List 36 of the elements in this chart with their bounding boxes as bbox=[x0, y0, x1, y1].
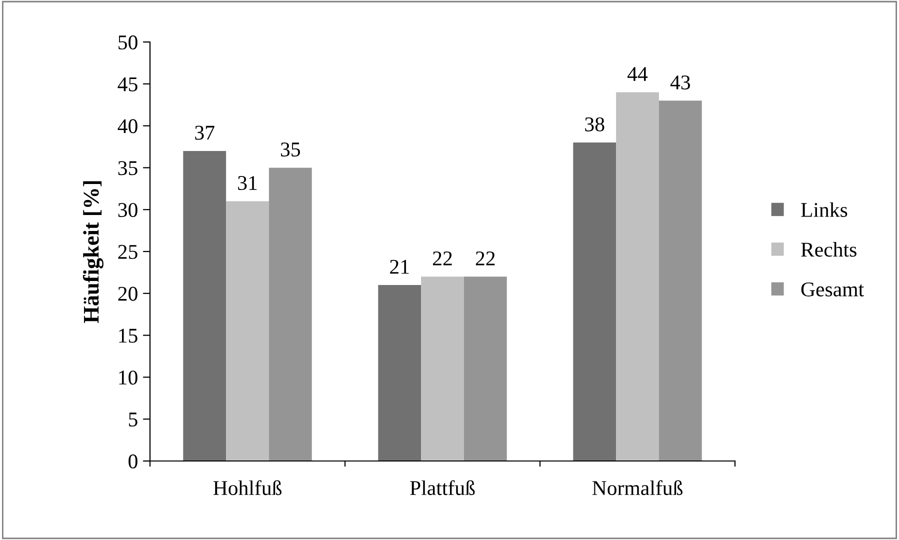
data-label: 35 bbox=[280, 142, 300, 157]
legend-label: Links bbox=[801, 202, 848, 217]
y-tick-label: 0 bbox=[128, 454, 138, 468]
legend-label: Rechts bbox=[801, 242, 856, 257]
y-tick-label: 50 bbox=[118, 35, 138, 50]
y-tick-label: 30 bbox=[118, 202, 138, 218]
y-tick-label: 15 bbox=[119, 328, 138, 343]
y-axis-title: Häufigkeit [%] bbox=[82, 181, 104, 324]
data-label: 43 bbox=[670, 75, 690, 90]
bar bbox=[226, 201, 269, 461]
data-label: 31 bbox=[238, 176, 257, 190]
y-tick-label: 35 bbox=[118, 161, 138, 176]
y-tick-label: 20 bbox=[118, 286, 138, 301]
data-label: 37 bbox=[195, 126, 214, 140]
legend-label: Gesamt bbox=[801, 282, 864, 296]
data-label: 22 bbox=[476, 251, 495, 266]
bar bbox=[268, 168, 312, 461]
y-tick-label: 45 bbox=[118, 77, 138, 92]
y-tick-label: 40 bbox=[118, 119, 138, 134]
y-tick-label: 5 bbox=[128, 412, 138, 427]
y-tick-label: 10 bbox=[119, 370, 138, 385]
data-label: 38 bbox=[585, 117, 604, 132]
data-label: 21 bbox=[390, 260, 409, 274]
bar bbox=[658, 100, 702, 461]
data-label: 22 bbox=[433, 251, 452, 266]
bar bbox=[573, 142, 616, 461]
data-label: 44 bbox=[627, 67, 648, 81]
bar bbox=[421, 276, 464, 461]
y-tick-label: 25 bbox=[118, 244, 138, 259]
x-tick-label: Normalfuß bbox=[592, 480, 682, 496]
bar bbox=[464, 276, 507, 461]
x-tick-label: Plattfuß bbox=[410, 480, 475, 496]
x-tick-label: Hohlfuß bbox=[213, 480, 282, 496]
bar bbox=[183, 150, 226, 461]
bar bbox=[378, 285, 422, 461]
bar bbox=[616, 92, 659, 461]
